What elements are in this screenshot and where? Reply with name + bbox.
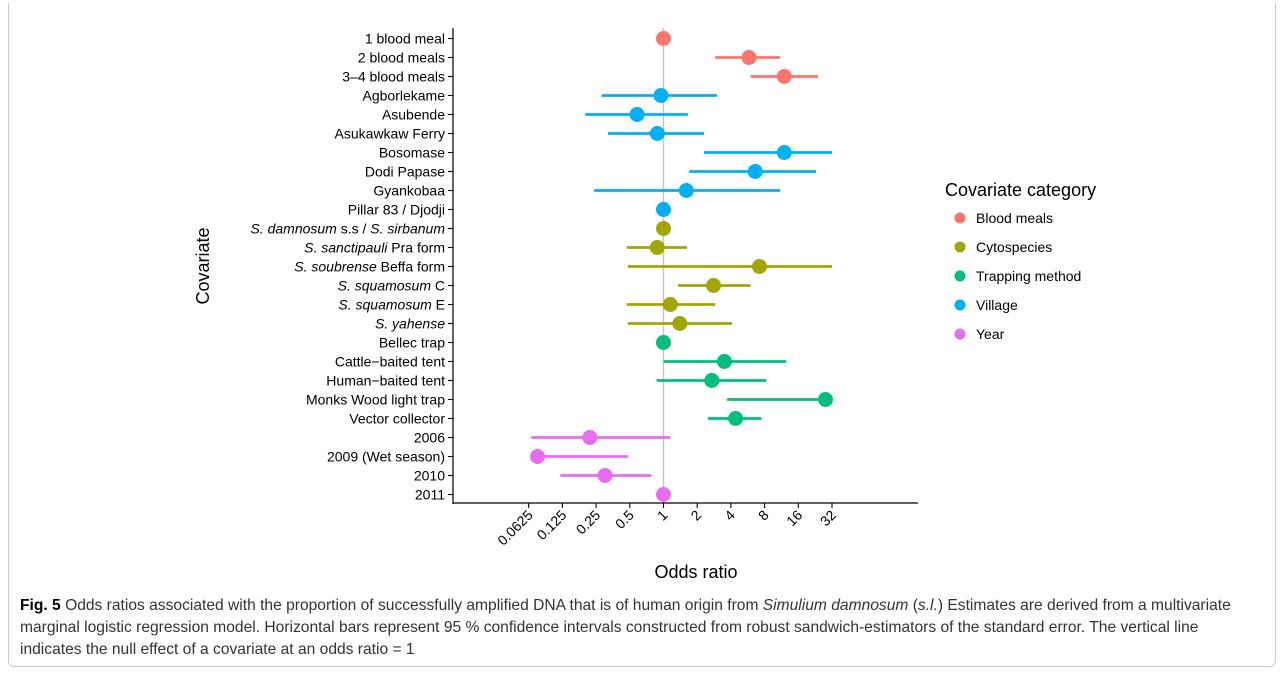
odds-ratio-point	[656, 31, 671, 46]
odds-ratio-point	[629, 107, 645, 122]
x-tick-label: 8	[755, 507, 772, 524]
legend-key	[954, 212, 966, 224]
odds-ratio-point	[597, 468, 613, 483]
caption-text: s.l.	[917, 597, 938, 614]
legend-key	[954, 241, 966, 253]
y-tick-label: 2006	[414, 430, 445, 446]
legend-key	[954, 270, 966, 282]
x-tick-label: 16	[783, 507, 805, 529]
odds-ratio-point	[704, 373, 720, 388]
odds-ratio-point	[706, 278, 722, 293]
y-tick-label: 2010	[414, 468, 445, 484]
figure-label: Fig. 5	[20, 597, 61, 614]
odds-ratio-point	[741, 50, 757, 65]
odds-ratio-point	[776, 145, 792, 160]
odds-ratio-point	[751, 259, 767, 274]
y-tick-label: 1 blood meal	[365, 31, 445, 47]
y-tick-labels: 1 blood meal 2 blood meals 3–4 blood meals…	[250, 31, 445, 503]
y-tick-label: Pillar 83 / Djodji	[348, 202, 445, 218]
y-tick-label: S. yahense	[375, 316, 445, 332]
odds-ratio-point	[747, 164, 763, 179]
x-tick-label: 2	[687, 507, 704, 524]
y-tick-label: Human−baited tent	[326, 373, 445, 389]
legend-key	[954, 299, 966, 311]
caption-text: (	[908, 597, 918, 614]
figure-caption: Fig. 5 Odds ratios associated with the p…	[20, 595, 1260, 661]
legend-label: Cytospecies	[976, 239, 1052, 255]
legend-label: Year	[976, 326, 1005, 342]
caption-text: Simulium damnosum	[762, 597, 909, 614]
x-tick-label: 32	[817, 507, 839, 529]
odds-ratio-point	[728, 411, 744, 426]
odds-ratio-point	[672, 316, 688, 331]
y-tick-label: 2 blood meals	[358, 50, 445, 66]
y-tick-label: Cattle−baited tent	[335, 354, 445, 370]
odds-ratio-point	[649, 126, 665, 141]
y-tick-label: Agborlekame	[363, 88, 446, 104]
legend-label: Blood meals	[976, 210, 1053, 226]
odds-ratio-point	[582, 430, 598, 445]
x-tick-label: 0.0625	[494, 507, 536, 549]
y-tick-label: Asukawkaw Ferry	[335, 126, 445, 142]
y-tick-label: Bellec trap	[379, 335, 445, 351]
forest-plot-chart: 1 blood meal 2 blood meals 3–4 blood meals…	[193, 28, 1096, 582]
odds-ratio-point	[530, 449, 546, 464]
y-tick-label: Gyankobaa	[373, 183, 445, 199]
x-tick-label: 0.25	[573, 507, 604, 538]
odds-ratio-point	[662, 297, 678, 312]
y-tick-label: Vector collector	[349, 411, 445, 427]
y-tick-label: Asubende	[382, 107, 445, 123]
x-axis-title: Odds ratio	[654, 562, 737, 582]
y-axis-title: Covariate	[193, 227, 213, 304]
y-tick-label: 2011	[415, 487, 445, 503]
y-tick-label: S. damnosum s.s / S. sirbanum	[250, 221, 445, 237]
caption-body: Odds ratios associated with the proporti…	[20, 597, 1231, 658]
legend-label: Trapping method	[976, 268, 1081, 284]
odds-ratio-point	[716, 354, 732, 369]
legend: Covariate category Blood meals Cytospecie…	[945, 180, 1096, 342]
odds-ratio-point	[656, 202, 671, 217]
data-marks	[530, 31, 834, 502]
x-tick-label: 1	[654, 507, 671, 524]
legend-title: Covariate category	[945, 180, 1096, 200]
odds-ratio-point	[776, 69, 792, 84]
odds-ratio-point	[653, 88, 669, 103]
legend-key	[954, 328, 966, 340]
y-tick-label: Monks Wood light trap	[306, 392, 445, 408]
odds-ratio-point	[818, 392, 834, 407]
odds-ratio-point	[649, 240, 665, 255]
x-tick-label: 4	[721, 507, 738, 524]
figure-frame	[8, 3, 1276, 667]
odds-ratio-point	[656, 221, 671, 236]
y-tick-label: S. squamosum C	[338, 278, 445, 294]
x-tick-label: 0.125	[533, 507, 569, 543]
y-tick-label: 2009 (Wet season)	[327, 449, 445, 465]
caption-text: Odds ratios associated with the proporti…	[60, 597, 763, 614]
odds-ratio-point	[656, 487, 671, 502]
y-tick-label: 3–4 blood meals	[342, 69, 445, 85]
legend-label: Village	[976, 297, 1018, 313]
y-tick-label: S. soubrense Beffa form	[294, 259, 445, 275]
y-tick-label: Bosomase	[379, 145, 445, 161]
axes-layer	[448, 28, 918, 508]
caption-text: ) Estimates are derived from a multivari…	[20, 597, 1231, 658]
x-tick-label: 0.5	[612, 507, 637, 532]
y-tick-label: S. sanctipauli Pra form	[304, 240, 445, 256]
odds-ratio-point	[678, 183, 694, 198]
y-tick-label: Dodi Papase	[365, 164, 445, 180]
y-tick-label: S. squamosum E	[338, 297, 445, 313]
odds-ratio-point	[656, 335, 671, 350]
